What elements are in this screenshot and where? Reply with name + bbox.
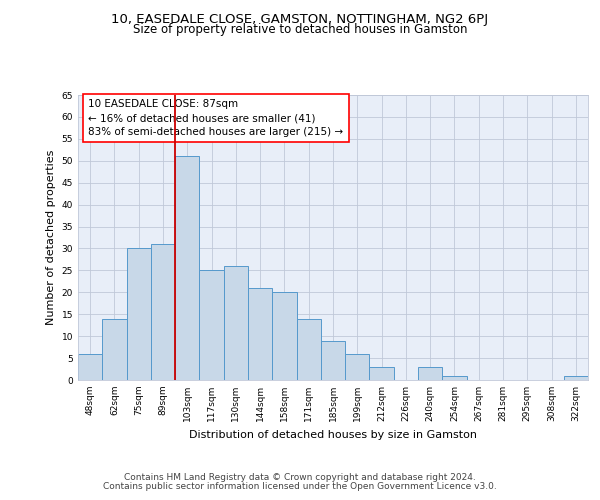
- Bar: [321, 340, 345, 380]
- Y-axis label: Number of detached properties: Number of detached properties: [46, 150, 56, 325]
- Bar: [224, 266, 248, 380]
- Text: Contains HM Land Registry data © Crown copyright and database right 2024.: Contains HM Land Registry data © Crown c…: [124, 472, 476, 482]
- Bar: [345, 354, 370, 380]
- Bar: [248, 288, 272, 380]
- Bar: [175, 156, 199, 380]
- Bar: [78, 354, 102, 380]
- Bar: [296, 318, 321, 380]
- Bar: [127, 248, 151, 380]
- Bar: [564, 376, 588, 380]
- Bar: [151, 244, 175, 380]
- Bar: [442, 376, 467, 380]
- Bar: [370, 367, 394, 380]
- Bar: [418, 367, 442, 380]
- Bar: [199, 270, 224, 380]
- Bar: [272, 292, 296, 380]
- Text: Size of property relative to detached houses in Gamston: Size of property relative to detached ho…: [133, 24, 467, 36]
- Text: Contains public sector information licensed under the Open Government Licence v3: Contains public sector information licen…: [103, 482, 497, 491]
- X-axis label: Distribution of detached houses by size in Gamston: Distribution of detached houses by size …: [189, 430, 477, 440]
- Bar: [102, 318, 127, 380]
- Text: 10, EASEDALE CLOSE, GAMSTON, NOTTINGHAM, NG2 6PJ: 10, EASEDALE CLOSE, GAMSTON, NOTTINGHAM,…: [112, 12, 488, 26]
- Text: 10 EASEDALE CLOSE: 87sqm
← 16% of detached houses are smaller (41)
83% of semi-d: 10 EASEDALE CLOSE: 87sqm ← 16% of detach…: [88, 100, 343, 138]
